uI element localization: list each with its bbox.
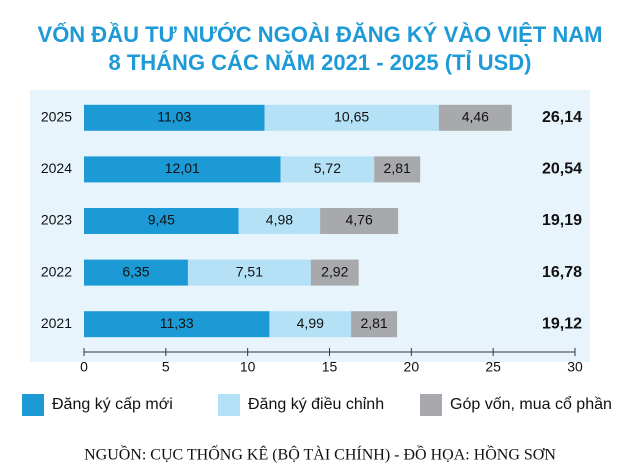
total-label: 20,54 <box>542 161 582 178</box>
value-label: 4,46 <box>462 109 489 125</box>
source-note: NGUỒN: CỤC THỐNG KÊ (BỘ TÀI CHÍNH) - ĐỒ … <box>84 445 556 464</box>
bar-segment <box>264 104 439 131</box>
y-tick-label: 2023 <box>41 212 72 228</box>
value-label: 7,51 <box>236 263 263 279</box>
value-label: 4,76 <box>345 212 372 228</box>
value-label: 2,81 <box>384 160 411 176</box>
y-tick-label: 2021 <box>41 315 72 331</box>
total-label: 26,14 <box>542 109 582 126</box>
bar-segment <box>84 259 188 286</box>
value-label: 11,03 <box>157 109 191 125</box>
value-label: 10,65 <box>334 109 369 125</box>
y-tick-label: 2025 <box>41 109 72 125</box>
bar-segment <box>374 156 421 183</box>
legend-swatch <box>218 394 240 416</box>
value-label: 9,45 <box>148 212 175 228</box>
bar-segment <box>438 104 512 131</box>
y-tick-label: 2022 <box>41 263 72 279</box>
y-tick-label: 2024 <box>41 160 72 176</box>
bar-segment <box>84 208 239 234</box>
x-tick-label: 25 <box>485 359 501 375</box>
total-label: 19,12 <box>542 315 582 332</box>
legend-label: Đăng ký cấp mới <box>52 396 173 413</box>
chart-subtitle: 8 THÁNG CÁC NĂM 2021 - 2025 (TỈ USD) <box>109 50 532 75</box>
value-label: 4,99 <box>297 315 324 331</box>
value-label: 2,81 <box>360 315 387 331</box>
bar-segment <box>84 311 270 338</box>
bar-segment <box>351 311 398 338</box>
x-tick-label: 10 <box>240 359 256 375</box>
value-label: 6,35 <box>122 263 149 279</box>
x-tick-label: 5 <box>162 359 170 375</box>
bar-segment <box>310 259 359 286</box>
legend-label: Góp vốn, mua cổ phần <box>450 395 612 413</box>
x-tick-label: 20 <box>404 359 420 375</box>
legend-swatch <box>22 394 44 416</box>
value-label: 5,72 <box>314 160 341 176</box>
bar-segment <box>84 156 281 183</box>
value-label: 2,92 <box>321 263 348 279</box>
chart-title: VỐN ĐẦU TƯ NƯỚC NGOÀI ĐĂNG KÝ VÀO VIỆT N… <box>38 21 603 47</box>
value-label: 12,01 <box>165 160 200 176</box>
legend-label: Đăng ký điều chỉnh <box>248 396 384 413</box>
total-label: 16,78 <box>542 264 582 281</box>
legend-swatch <box>420 394 442 416</box>
bar-segment <box>320 208 399 234</box>
x-tick-label: 15 <box>322 359 338 375</box>
bar-segment <box>84 104 265 131</box>
value-label: 11,33 <box>160 315 194 331</box>
total-label: 19,19 <box>542 212 582 229</box>
x-tick-label: 0 <box>80 359 88 375</box>
bar-segment <box>238 208 321 234</box>
x-tick-label: 30 <box>567 359 583 375</box>
bar-segment <box>269 311 352 338</box>
bar-segment <box>187 259 311 286</box>
value-label: 4,98 <box>266 212 293 228</box>
bar-segment <box>280 156 375 183</box>
